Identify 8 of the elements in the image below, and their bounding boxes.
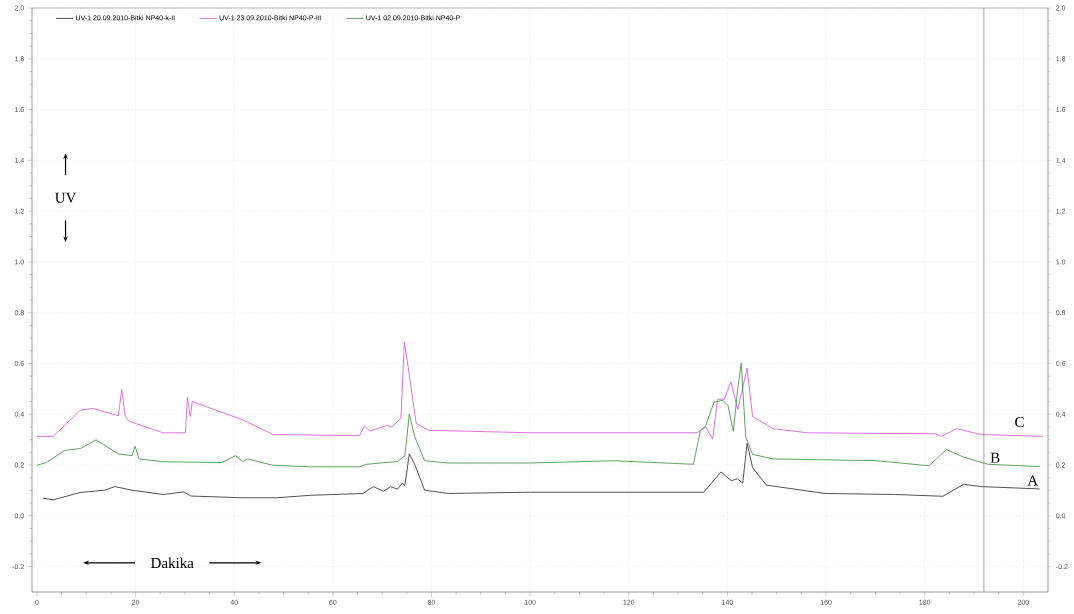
annotation: C [1015, 417, 1024, 428]
line-series [36, 362, 1041, 468]
annotation: A [1027, 475, 1039, 486]
annotation: B [990, 452, 1000, 463]
line-series [36, 341, 1044, 440]
line-series [42, 443, 1041, 501]
y-axis-title: UV [55, 192, 77, 203]
x-axis-title: Dakika [150, 557, 194, 569]
